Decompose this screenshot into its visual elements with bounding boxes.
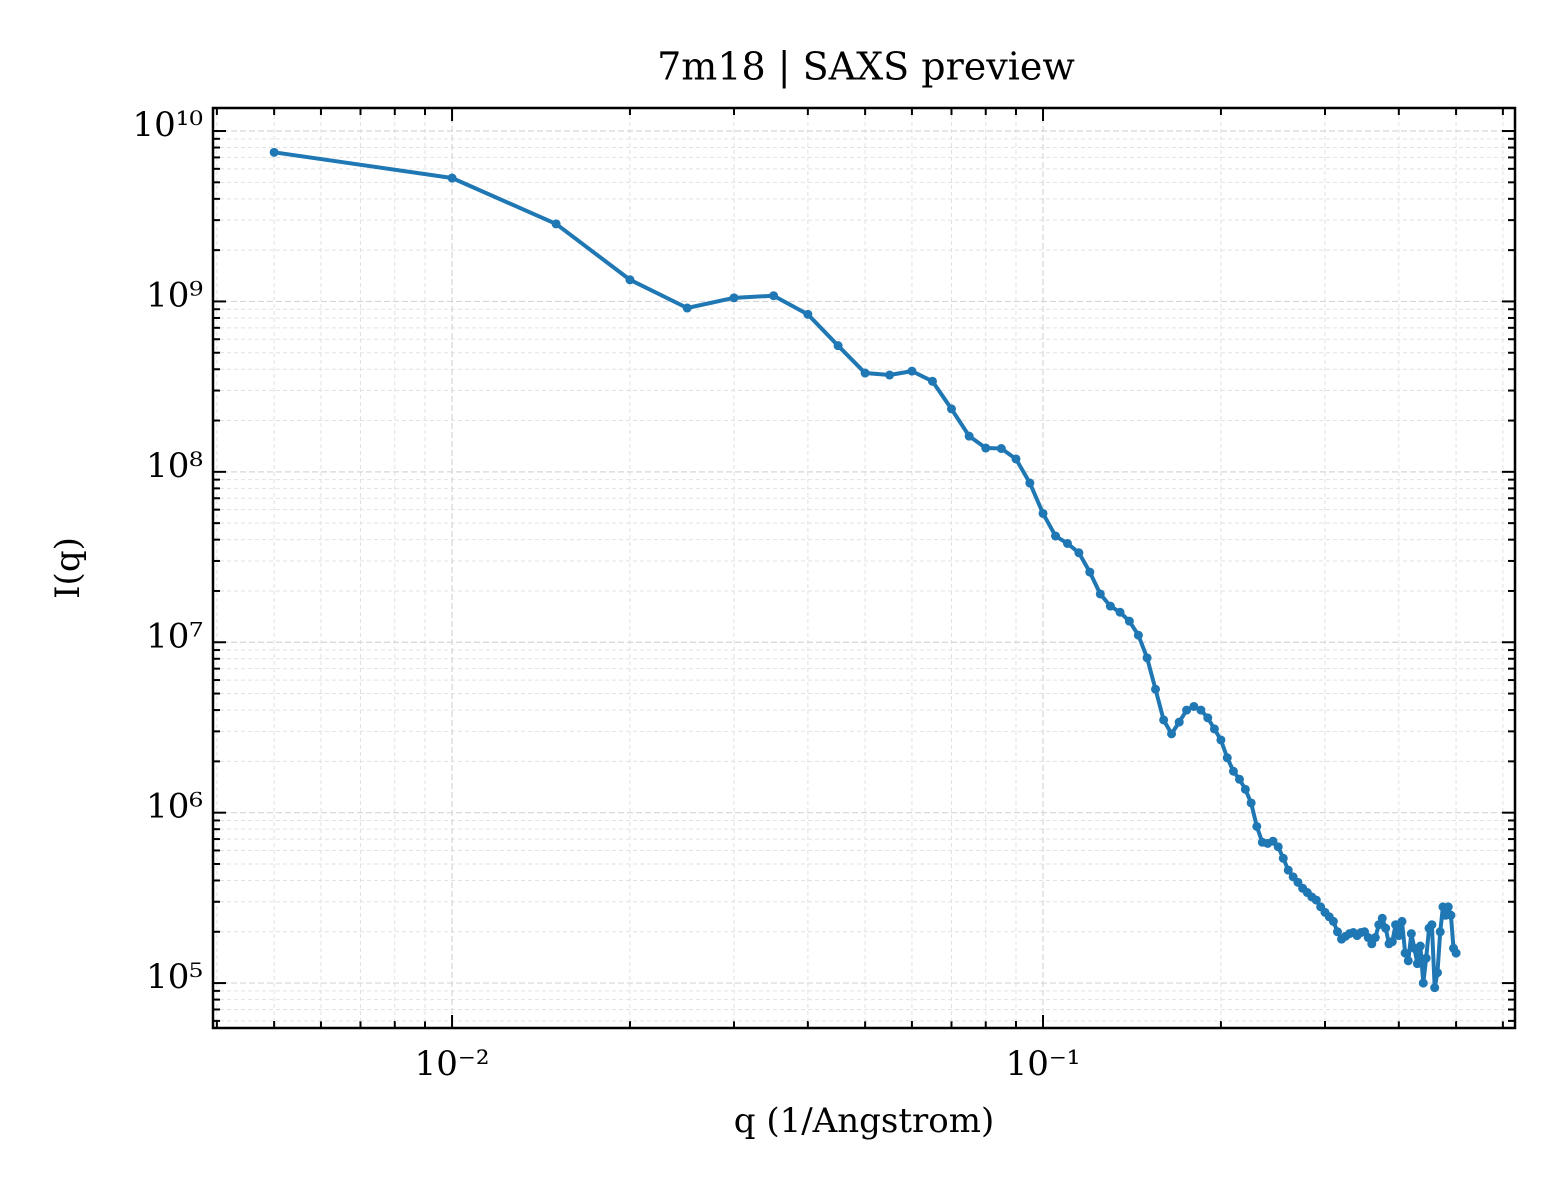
data-point xyxy=(1427,920,1437,930)
data-point xyxy=(1222,753,1232,763)
data-point xyxy=(1133,630,1143,640)
data-point xyxy=(1400,948,1410,958)
data-point xyxy=(1011,454,1021,464)
data-point xyxy=(1167,729,1177,739)
data-point xyxy=(625,275,635,285)
data-point xyxy=(1038,508,1048,518)
data-point xyxy=(1025,478,1035,488)
data-point xyxy=(833,341,843,351)
data-point xyxy=(1074,548,1084,558)
data-point xyxy=(1418,978,1428,988)
data-point xyxy=(927,376,937,386)
data-point xyxy=(1430,983,1440,993)
data-point xyxy=(1328,916,1338,926)
data-point xyxy=(447,173,457,183)
data-point xyxy=(981,443,991,453)
data-point xyxy=(1240,784,1250,794)
data-point xyxy=(1273,842,1283,852)
data-point xyxy=(1105,601,1115,611)
data-point xyxy=(964,431,974,441)
y-tick-label: 10⁸ xyxy=(146,446,203,486)
data-point xyxy=(1451,948,1461,958)
data-point xyxy=(1435,927,1445,937)
data-point xyxy=(1203,713,1213,723)
data-point xyxy=(1406,929,1416,939)
chart-title: 7m18 | SAXS preview xyxy=(657,45,1075,89)
data-point xyxy=(1283,865,1293,875)
plot-frame xyxy=(211,106,1517,1030)
data-point xyxy=(1278,853,1288,863)
y-tick-label: 10⁹ xyxy=(146,275,203,315)
y-tick-label: 10⁶ xyxy=(146,787,203,827)
x-tick-label: 10⁻¹ xyxy=(1006,1044,1081,1084)
data-point xyxy=(1446,910,1456,920)
data-point xyxy=(269,147,279,157)
data-point xyxy=(1397,916,1407,926)
data-point xyxy=(1051,531,1061,541)
data-point xyxy=(1115,607,1125,617)
data-point xyxy=(1246,798,1256,808)
data-point xyxy=(1394,931,1404,941)
data-point xyxy=(1228,766,1238,776)
data-point xyxy=(1370,933,1380,943)
data-point xyxy=(1142,653,1152,663)
data-point xyxy=(729,293,739,303)
data-point xyxy=(1387,937,1397,947)
data-point xyxy=(907,366,917,376)
data-point xyxy=(1151,684,1161,694)
data-point xyxy=(1381,923,1391,933)
data-point xyxy=(682,303,692,313)
data-point xyxy=(1062,538,1072,548)
y-tick-label: 10⁷ xyxy=(146,616,203,656)
data-point xyxy=(1174,717,1184,727)
y-axis-label: I(q) xyxy=(48,537,88,599)
data-point xyxy=(1443,902,1453,912)
data-point xyxy=(1432,968,1442,978)
x-tick-label: 10⁻² xyxy=(415,1044,490,1084)
data-point xyxy=(803,309,813,319)
y-tick-label: 10¹⁰ xyxy=(132,105,203,145)
data-point xyxy=(1421,953,1431,963)
data-point xyxy=(1333,927,1343,937)
data-point xyxy=(946,404,956,414)
data-point xyxy=(1095,589,1105,599)
data-point xyxy=(1403,956,1413,966)
data-point xyxy=(860,368,870,378)
data-point xyxy=(1209,724,1219,734)
data-point xyxy=(1189,701,1199,711)
y-tick-label: 10⁵ xyxy=(146,957,203,997)
x-axis-label: q (1/Angstrom) xyxy=(734,1101,994,1141)
data-point xyxy=(1159,715,1169,725)
data-point xyxy=(1216,735,1226,745)
data-point xyxy=(1196,705,1206,715)
data-line xyxy=(273,150,1458,990)
data-point xyxy=(1311,895,1321,905)
data-point xyxy=(1124,616,1134,626)
data-point xyxy=(1412,959,1422,969)
data-point xyxy=(551,219,561,229)
data-point xyxy=(1234,774,1244,784)
data-point xyxy=(996,444,1006,454)
data-point xyxy=(885,370,895,380)
data-point xyxy=(1182,705,1192,715)
data-point xyxy=(1085,567,1095,577)
data-point xyxy=(1252,821,1262,831)
data-point xyxy=(769,291,779,301)
data-point xyxy=(1377,913,1387,923)
data-point xyxy=(1415,941,1425,951)
